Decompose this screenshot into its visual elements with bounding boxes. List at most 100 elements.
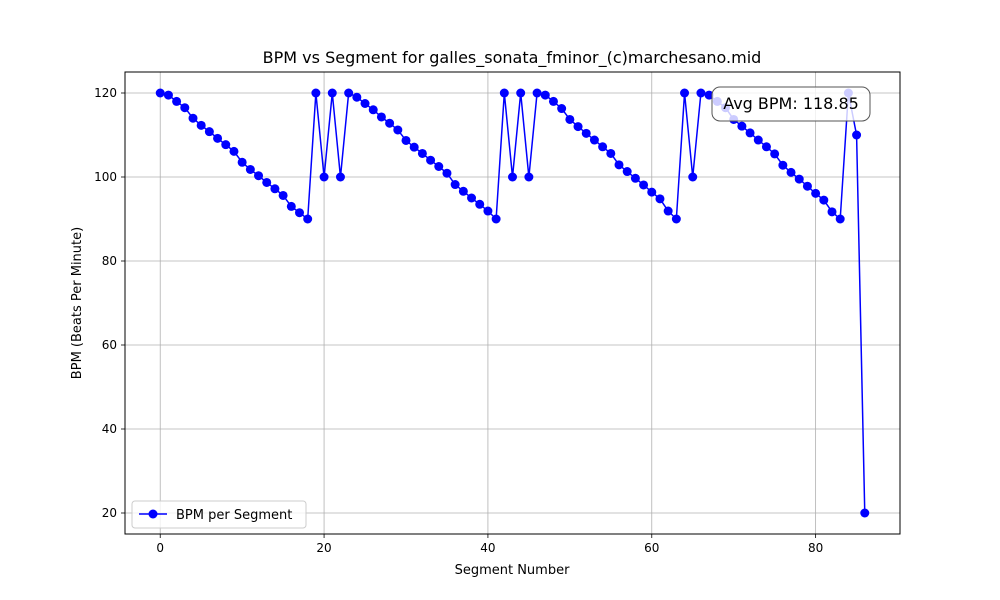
- data-point: [786, 167, 796, 177]
- data-point: [671, 214, 681, 224]
- data-point: [434, 162, 444, 171]
- data-point: [614, 160, 624, 170]
- data-point: [327, 88, 337, 98]
- series-layer: [155, 88, 870, 518]
- data-point: [163, 90, 173, 100]
- data-point: [696, 88, 706, 98]
- data-point: [532, 88, 542, 98]
- y-tick-label: 120: [94, 86, 117, 100]
- x-tick-label: 0: [156, 541, 164, 555]
- data-point: [172, 96, 182, 106]
- data-point: [811, 188, 821, 198]
- data-point: [860, 508, 870, 518]
- y-tick-label: 80: [102, 254, 117, 268]
- data-point: [393, 125, 403, 135]
- x-axis-label: Segment Number: [455, 563, 571, 578]
- data-point: [262, 177, 272, 187]
- data-point: [385, 118, 395, 128]
- data-point: [270, 184, 280, 194]
- data-point: [196, 120, 206, 130]
- data-point: [254, 171, 264, 181]
- data-point: [639, 180, 649, 190]
- y-tick-label: 40: [102, 422, 117, 436]
- data-point: [516, 88, 526, 98]
- data-point: [606, 148, 616, 158]
- data-point: [565, 114, 575, 124]
- data-point: [794, 174, 804, 184]
- data-point: [819, 195, 829, 205]
- data-point: [213, 133, 223, 143]
- data-point: [688, 172, 698, 182]
- data-point: [188, 113, 198, 123]
- y-tick-label: 60: [102, 338, 117, 352]
- legend-entry-bpm-per-segment: BPM per Segment: [176, 508, 292, 523]
- data-point: [704, 90, 714, 100]
- data-point: [483, 206, 493, 216]
- data-point: [475, 199, 485, 209]
- legend-marker-swatch: [148, 509, 158, 519]
- data-point: [155, 88, 165, 98]
- data-point: [778, 160, 788, 170]
- data-point: [499, 88, 509, 98]
- data-point: [319, 172, 329, 182]
- data-point: [753, 135, 763, 145]
- data-point: [655, 194, 665, 204]
- data-point: [770, 149, 780, 159]
- data-point: [278, 190, 288, 200]
- data-point: [524, 172, 534, 182]
- data-point: [852, 130, 862, 140]
- data-point: [221, 140, 231, 150]
- data-point: [426, 155, 436, 165]
- data-point: [835, 214, 845, 224]
- data-point: [303, 214, 313, 224]
- data-point: [245, 164, 255, 174]
- x-tick-label: 60: [644, 541, 659, 555]
- data-point: [352, 92, 362, 102]
- data-point: [286, 201, 296, 211]
- y-axis-label: BPM (Beats Per Minute): [70, 227, 85, 379]
- chart-title: BPM vs Segment for galles_sonata_fminor_…: [263, 48, 762, 68]
- data-point: [401, 135, 411, 145]
- data-point: [663, 206, 673, 216]
- annotation-text: Avg BPM: 118.85: [723, 94, 859, 113]
- data-point: [557, 104, 567, 114]
- average-bpm-annotation: Avg BPM: 118.85: [711, 86, 871, 122]
- data-point: [204, 127, 214, 137]
- data-point: [647, 187, 657, 197]
- data-point: [417, 148, 427, 158]
- data-point: [229, 146, 239, 156]
- data-point: [573, 122, 583, 132]
- legend-box: [131, 500, 307, 529]
- x-tick-label: 40: [480, 541, 495, 555]
- x-tick-label: 80: [808, 541, 823, 555]
- data-point: [344, 88, 354, 98]
- y-tick-label: 20: [102, 506, 117, 520]
- data-point: [458, 186, 468, 196]
- x-tick-label: 20: [316, 541, 331, 555]
- data-point: [737, 121, 747, 131]
- data-point: [540, 90, 550, 100]
- data-point: [409, 142, 419, 152]
- axis-ticks: 0 20 40 60 80 20 40 60 80 100 120: [94, 86, 823, 555]
- data-point: [491, 214, 501, 224]
- data-point: [630, 173, 640, 183]
- data-point: [180, 103, 190, 113]
- data-point: [237, 157, 247, 167]
- data-point: [802, 181, 812, 191]
- data-point: [335, 172, 345, 182]
- data-point: [442, 168, 452, 178]
- annotation-box: [711, 86, 871, 122]
- data-point: [450, 180, 460, 190]
- data-point: [598, 142, 608, 152]
- data-point: [827, 207, 837, 217]
- data-point: [589, 135, 599, 145]
- data-point: [622, 167, 632, 177]
- data-point: [467, 193, 477, 203]
- data-point: [745, 128, 755, 138]
- data-point: [680, 88, 690, 98]
- data-point: [761, 142, 771, 152]
- legend: BPM per Segment: [131, 500, 307, 529]
- axes-frame: [124, 71, 901, 535]
